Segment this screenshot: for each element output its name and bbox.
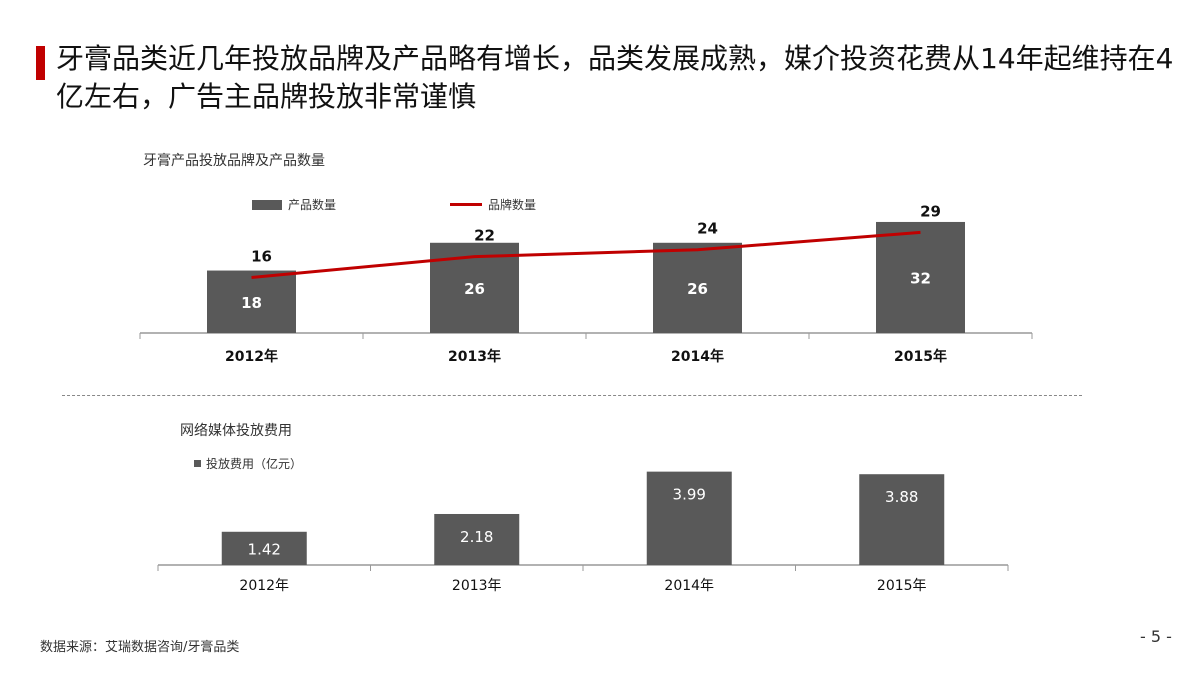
chart2-title: 网络媒体投放费用 [180,423,292,439]
chart2-plot: 1.42 2012年 2.18 2013年 3.99 2014年 3.88 2015年 [157,471,1009,594]
line-data-label: 29 [920,202,941,220]
x-tick-label: 2014年 [671,348,724,365]
bar-data-label: 2.18 [460,528,493,546]
bar-data-label: 1.42 [248,540,281,558]
bar [646,471,732,565]
legend-label: 投放费用（亿元） [206,457,303,471]
line-series [251,230,921,279]
bar-data-label: 26 [687,280,708,298]
line-data-label: 16 [251,247,272,265]
bar [434,513,520,565]
chart1-title: 牙膏产品投放品牌及产品数量 [143,153,325,169]
x-tick-label: 2013年 [452,578,502,594]
bar [876,221,965,333]
bar-data-label: 18 [241,294,262,312]
chart1-legend-line: 品牌数量 [450,196,536,213]
legend-swatch-bar [252,199,282,210]
bar-data-label: 32 [910,269,931,287]
bar-data-label: 26 [464,280,485,298]
bar [207,270,296,333]
legend-label: 品牌数量 [488,198,537,212]
divider [62,395,1082,396]
line-data-label: 22 [474,227,495,245]
line-data-label: 24 [697,220,718,238]
x-tick-label: 2014年 [664,578,714,594]
page-title: 牙膏品类近几年投放品牌及产品略有增长，品类发展成熟，媒介投资花费从14年起维持在… [56,42,1174,113]
x-tick-label: 2015年 [894,348,947,365]
source-note: 数据来源：艾瑞数据咨询/牙膏品类 [40,640,240,655]
bar-data-label: 3.99 [673,486,706,504]
chart2-legend: 投放费用（亿元） [194,455,302,472]
x-tick-label: 2015年 [877,578,927,594]
legend-swatch-line [450,203,482,206]
title-accent-bar [36,46,45,80]
page-number: - 5 - [1140,627,1172,646]
bar [653,242,742,333]
x-tick-label: 2012年 [225,348,278,365]
x-tick-label: 2013年 [448,348,501,365]
bar [859,474,945,565]
legend-label: 产品数量 [288,198,337,212]
chart1-plot: 18 2012年 26 2013年 26 2014年 32 2015年 16 22 24 29 [139,202,1033,365]
bar [221,531,307,565]
chart1-legend-bar: 产品数量 [252,196,336,213]
x-tick-label: 2012年 [239,578,289,594]
legend-swatch-bar [194,460,201,467]
bar-data-label: 3.88 [885,488,918,506]
